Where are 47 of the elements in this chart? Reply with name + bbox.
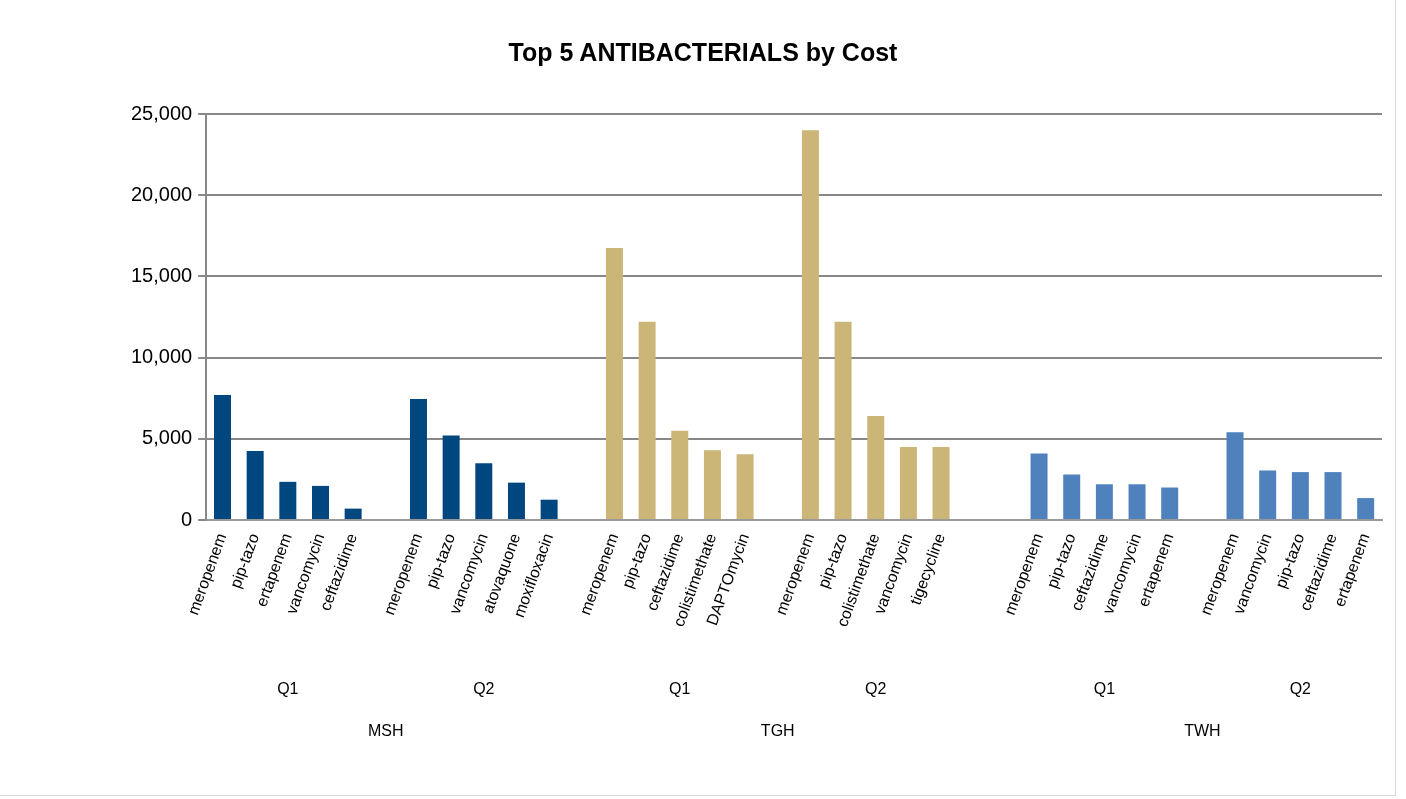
bar [475,463,493,519]
bar [214,394,231,519]
bar [1226,432,1244,519]
text: TWH [1184,722,1221,740]
bar [671,430,689,519]
chart-title: Top 5 ANTIBACTERIALS by Cost [507,38,899,67]
bar [1291,472,1309,519]
text: Q2 [865,680,887,698]
bar [507,482,525,519]
bar [540,499,558,519]
bar [1324,472,1342,519]
text: MSH [368,722,404,740]
bar [834,321,852,519]
y-tick-label: 0 [181,507,193,530]
text: Q1 [277,680,299,698]
text: TGH [760,722,795,740]
text: Q1 [669,680,691,698]
bar [442,435,460,519]
bar [867,416,885,519]
bar [312,485,329,519]
bar [1063,474,1081,519]
bar [736,454,754,519]
y-tick-label: 10,000 [131,345,193,368]
text: Q1 [1093,680,1116,698]
bar [1259,470,1277,519]
bar [246,450,264,519]
bar [1357,498,1375,519]
bar [1030,453,1048,519]
x-tick-label: pip-tazo [226,530,263,591]
bar [605,247,623,519]
bar [409,399,427,519]
bar [638,321,656,519]
text: Q2 [473,680,495,698]
y-tick-label: 20,000 [131,182,193,205]
bar [344,508,362,519]
bar [801,130,819,519]
bar [899,446,917,519]
y-tick-label: 25,000 [131,101,193,124]
bar [703,450,721,519]
y-tick-label: 15,000 [131,263,193,286]
bar [932,446,950,519]
bar [1161,487,1179,519]
y-tick-label: 5,000 [142,426,193,449]
bar [1095,484,1113,519]
bar [279,481,297,519]
text: Q2 [1289,680,1312,698]
bar [1128,484,1146,519]
